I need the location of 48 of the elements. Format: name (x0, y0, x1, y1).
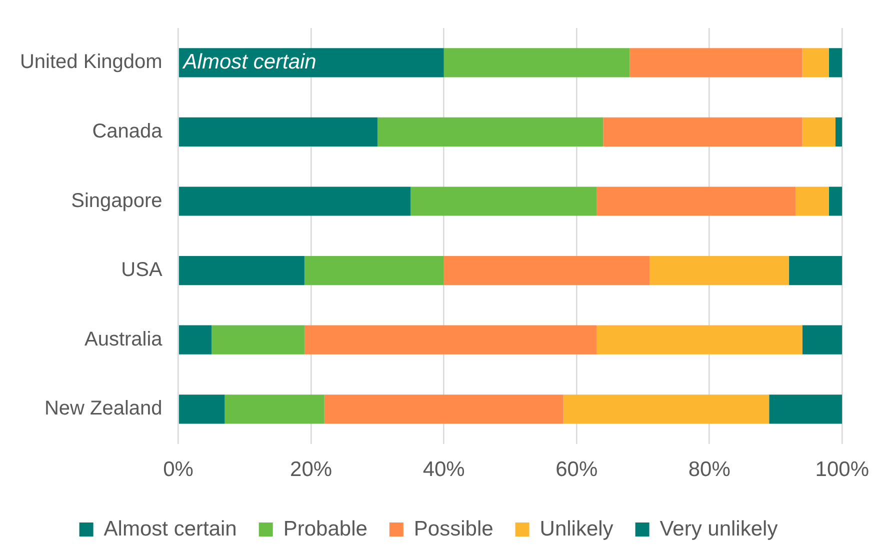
bar (603, 117, 802, 147)
bar (224, 394, 324, 424)
legend-label: Probable (283, 517, 368, 540)
legend-label: Almost certain (104, 517, 237, 540)
y-tick-label: United Kingdom (20, 51, 162, 74)
bar (211, 325, 304, 354)
y-tick-label: Australia (84, 328, 164, 350)
bar (650, 256, 790, 286)
x-tick-label: 40% (422, 458, 465, 482)
bar (802, 48, 829, 78)
bar (377, 117, 604, 147)
bar (444, 256, 650, 286)
bar (444, 48, 630, 78)
bar (178, 325, 212, 354)
bar (178, 394, 225, 424)
y-tick-label: New Zealand (44, 398, 162, 420)
bar (563, 394, 770, 424)
x-tick-label: 60% (556, 458, 598, 482)
bar (796, 186, 829, 216)
x-tick-label: 80% (688, 458, 730, 482)
bar (324, 394, 564, 424)
bar (178, 256, 304, 286)
annotation: Almost certain (181, 50, 316, 74)
y-tick-label: Singapore (71, 190, 162, 212)
bar (596, 325, 802, 354)
bar (836, 117, 842, 147)
bar (828, 48, 842, 78)
bar (828, 186, 842, 216)
x-tick-label: 100% (815, 458, 870, 482)
bar (802, 117, 836, 147)
legend-label: Possible (414, 517, 494, 540)
bar (304, 256, 444, 286)
bar (596, 186, 796, 216)
y-tick-label: USA (121, 259, 163, 282)
x-tick-label: 20% (290, 458, 332, 482)
x-tick-label: 0% (163, 458, 194, 482)
bar (410, 186, 597, 216)
bar (769, 394, 842, 424)
legend-label: Unlikely (540, 517, 614, 540)
bar (789, 256, 842, 286)
bar (304, 325, 597, 354)
y-tick-label: Canada (92, 120, 164, 142)
bar (802, 325, 842, 354)
bar (178, 186, 411, 216)
legend-label: Very unlikely (660, 517, 778, 540)
bar (178, 48, 444, 78)
bar (630, 48, 802, 78)
bar (178, 117, 378, 147)
